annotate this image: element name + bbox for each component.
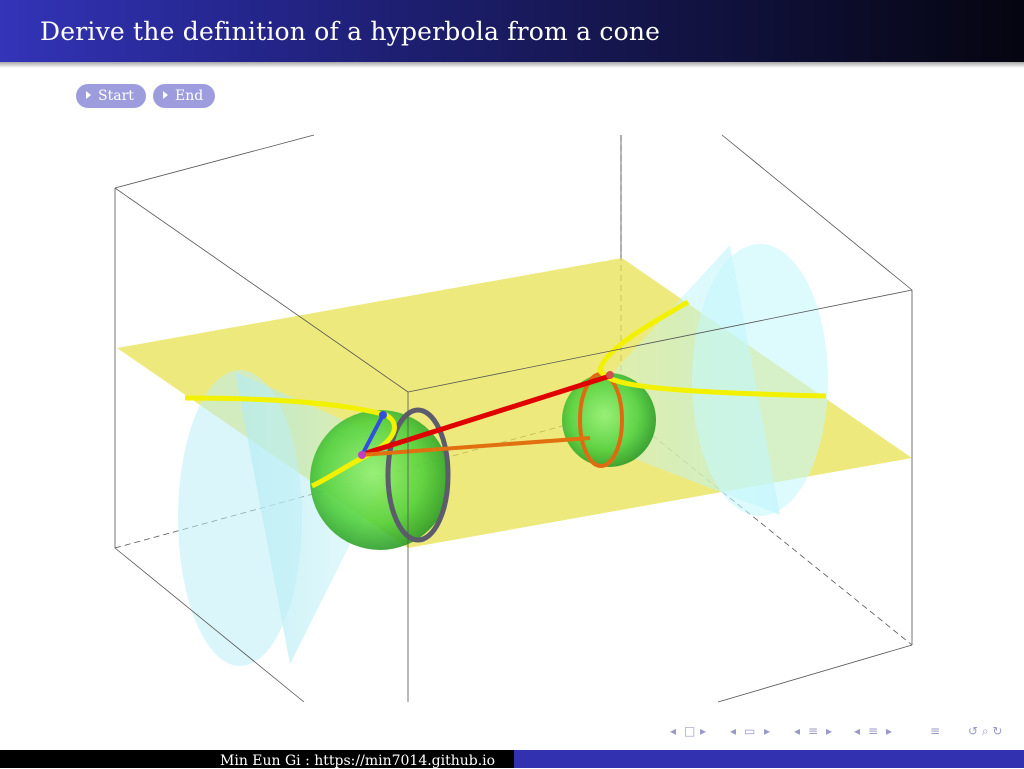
frame-icon[interactable]: □: [684, 724, 696, 738]
subsection-forward-icon[interactable]: ▸: [764, 724, 771, 738]
frame-back-icon[interactable]: ◂: [670, 724, 677, 738]
focus-point-top: [379, 411, 387, 419]
focal-line-orange: [359, 436, 591, 457]
slide-header: [0, 0, 1024, 62]
generator-line-blue: [360, 412, 386, 456]
section-forward-icon[interactable]: ▸: [826, 724, 833, 738]
hyperbola-right-branch: [597, 299, 827, 399]
part-back-icon[interactable]: ◂: [854, 724, 861, 738]
part-forward-icon[interactable]: ▸: [886, 724, 893, 738]
outline-icon[interactable]: ≡: [930, 724, 941, 738]
focus-point-left: [358, 451, 366, 459]
bounding-box-front: [114, 134, 913, 703]
hyperbola-left-branch: [184, 395, 397, 489]
subsection-back-icon[interactable]: ◂: [730, 724, 737, 738]
footer-title-bar: [514, 750, 1024, 768]
play-icon: [86, 91, 91, 99]
play-icon: [163, 91, 168, 99]
frame-forward-icon[interactable]: ▸: [700, 724, 707, 738]
part-icon[interactable]: ≡: [868, 724, 879, 738]
end-button[interactable]: End: [153, 84, 216, 108]
left-dandelin-sphere: [310, 410, 450, 550]
subsection-icon[interactable]: ▭: [744, 724, 756, 738]
end-label: End: [175, 88, 204, 104]
footer-author-text: Min Eun Gi : https://min7014.github.io: [220, 753, 496, 769]
footer-author-bar: [0, 750, 514, 768]
right-dandelin-sphere: [562, 373, 656, 467]
header-shadow: [0, 62, 1024, 68]
start-button[interactable]: Start: [76, 84, 146, 108]
left-tangent-circle: [385, 407, 451, 543]
slide-title: Derive the definition of a hyperbola fro…: [40, 17, 661, 46]
focus-point-right: [606, 371, 614, 379]
focal-line-red: [359, 373, 611, 458]
section-icon[interactable]: ≡: [808, 724, 819, 738]
section-back-icon[interactable]: ◂: [794, 724, 801, 738]
start-label: Start: [98, 88, 134, 104]
search-icons[interactable]: ↺ ⌕ ↻: [968, 724, 1003, 738]
